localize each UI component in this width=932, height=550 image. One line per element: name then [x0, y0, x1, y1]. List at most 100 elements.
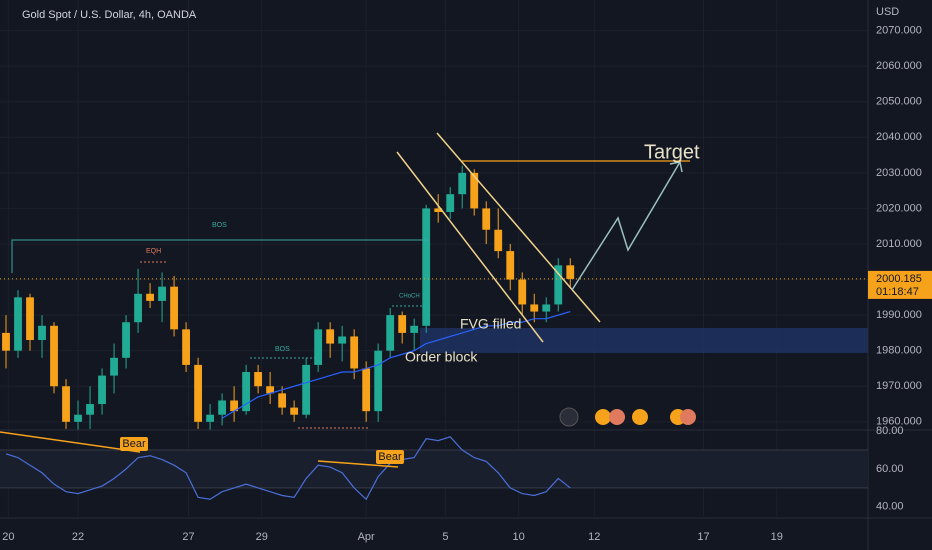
- moving-average: [221, 310, 571, 419]
- candle-body: [134, 293, 142, 323]
- candle-body: [146, 293, 154, 301]
- icon: [609, 409, 625, 425]
- bear-label: Bear: [122, 438, 146, 450]
- candle-body: [386, 315, 395, 351]
- candle-body: [278, 393, 287, 408]
- candle-body: [218, 400, 227, 415]
- candle-body: [122, 322, 130, 358]
- y-tick-label: 2070.000: [876, 24, 922, 36]
- candle-body: [182, 329, 190, 365]
- candle-body: [482, 208, 491, 230]
- eqh-label: EQH: [146, 248, 161, 255]
- x-tick-label: Apr: [358, 531, 375, 543]
- candle-body: [254, 372, 263, 387]
- candle-body: [410, 325, 419, 333]
- candle-body: [170, 286, 178, 330]
- fvg-label: FVG filled: [460, 316, 521, 332]
- last-price-label: 2000.185: [876, 273, 922, 285]
- drawings: [11, 132, 690, 429]
- channel-line: [396, 151, 544, 343]
- candle-body: [446, 194, 455, 212]
- bear-box: [376, 450, 404, 464]
- path-arrow: [571, 161, 681, 291]
- y-tick-label: 1990.000: [876, 309, 922, 321]
- icon: [632, 409, 648, 425]
- arrow-head: [669, 161, 683, 173]
- candle-body: [338, 336, 347, 344]
- candle-body: [98, 375, 106, 405]
- candle-body: [542, 304, 551, 312]
- candle-body: [242, 372, 251, 412]
- y-tick-label: 2010.000: [876, 238, 922, 250]
- bos-label: BOS: [212, 222, 227, 229]
- icon: [559, 407, 579, 427]
- candle-body: [554, 265, 563, 305]
- rsi-tick-label: 60.00: [876, 463, 904, 475]
- candle-body: [326, 329, 335, 344]
- bear-box: [120, 437, 148, 451]
- candle-body: [38, 325, 46, 341]
- x-tick-label: 12: [588, 531, 600, 543]
- x-tick-label: 22: [72, 531, 84, 543]
- candle-body: [458, 172, 467, 195]
- y-tick-label: 1970.000: [876, 380, 922, 392]
- candle-body: [158, 286, 166, 301]
- icon: [595, 409, 611, 425]
- candle-body: [566, 265, 575, 279]
- candle-body: [62, 386, 70, 422]
- y-tick-label: 2060.000: [876, 60, 922, 72]
- chart-title: Gold Spot / U.S. Dollar, 4h, OANDA: [22, 9, 197, 21]
- order-block-zone: [420, 328, 868, 353]
- candle-body: [50, 325, 58, 387]
- candle-body: [362, 368, 371, 412]
- candle-body: [530, 304, 539, 312]
- x-tick-label: 5: [442, 531, 448, 543]
- x-tick-label: 10: [513, 531, 525, 543]
- candle-body: [290, 407, 299, 415]
- candle-body: [2, 332, 10, 351]
- bear-label: Bear: [378, 451, 402, 463]
- y-tick-label: 1980.000: [876, 345, 922, 357]
- choch-label: CHoCH: [399, 294, 420, 300]
- price-box: [868, 270, 932, 299]
- y-tick-label: 2040.000: [876, 131, 922, 143]
- y-tick-label: 2030.000: [876, 167, 922, 179]
- candle-body: [302, 364, 311, 415]
- order-block-label: Order block: [405, 349, 478, 365]
- y-tick-label: 1960.000: [876, 416, 922, 428]
- icon: [680, 409, 696, 425]
- candle-body: [266, 386, 275, 394]
- candle-body: [470, 172, 479, 209]
- rsi-line: [5, 436, 571, 501]
- currency-label: USD: [876, 6, 899, 18]
- divergence-line: [317, 460, 399, 468]
- x-tick-label: 20: [2, 531, 14, 543]
- candle-body: [206, 414, 214, 422]
- candle-body: [230, 400, 239, 412]
- y-tick-label: 2050.000: [876, 96, 922, 108]
- rsi-tick-label: 80.00: [876, 425, 904, 437]
- candle-body: [314, 329, 323, 365]
- candle-body: [194, 364, 202, 422]
- countdown-label: 01:18:47: [876, 286, 919, 298]
- candle-body: [494, 229, 503, 252]
- candle-body: [14, 297, 22, 351]
- x-tick-label: 19: [771, 531, 783, 543]
- target-label: Target: [644, 141, 700, 163]
- candle-body: [86, 404, 94, 415]
- candle-body: [350, 336, 359, 369]
- divergence-line: [0, 431, 141, 453]
- channel-line: [436, 132, 601, 323]
- candle-body: [422, 208, 431, 326]
- candle-body: [506, 251, 515, 280]
- candle-body: [518, 279, 527, 305]
- divergence: [0, 431, 404, 468]
- candle-body: [374, 350, 383, 412]
- rsi-band-fill: [0, 450, 868, 488]
- candle-body: [434, 208, 443, 212]
- x-tick-label: 29: [256, 531, 268, 543]
- x-tick-label: 17: [697, 531, 709, 543]
- candle-body: [110, 357, 118, 376]
- bos-line: [11, 239, 428, 273]
- event-icons: [559, 407, 696, 427]
